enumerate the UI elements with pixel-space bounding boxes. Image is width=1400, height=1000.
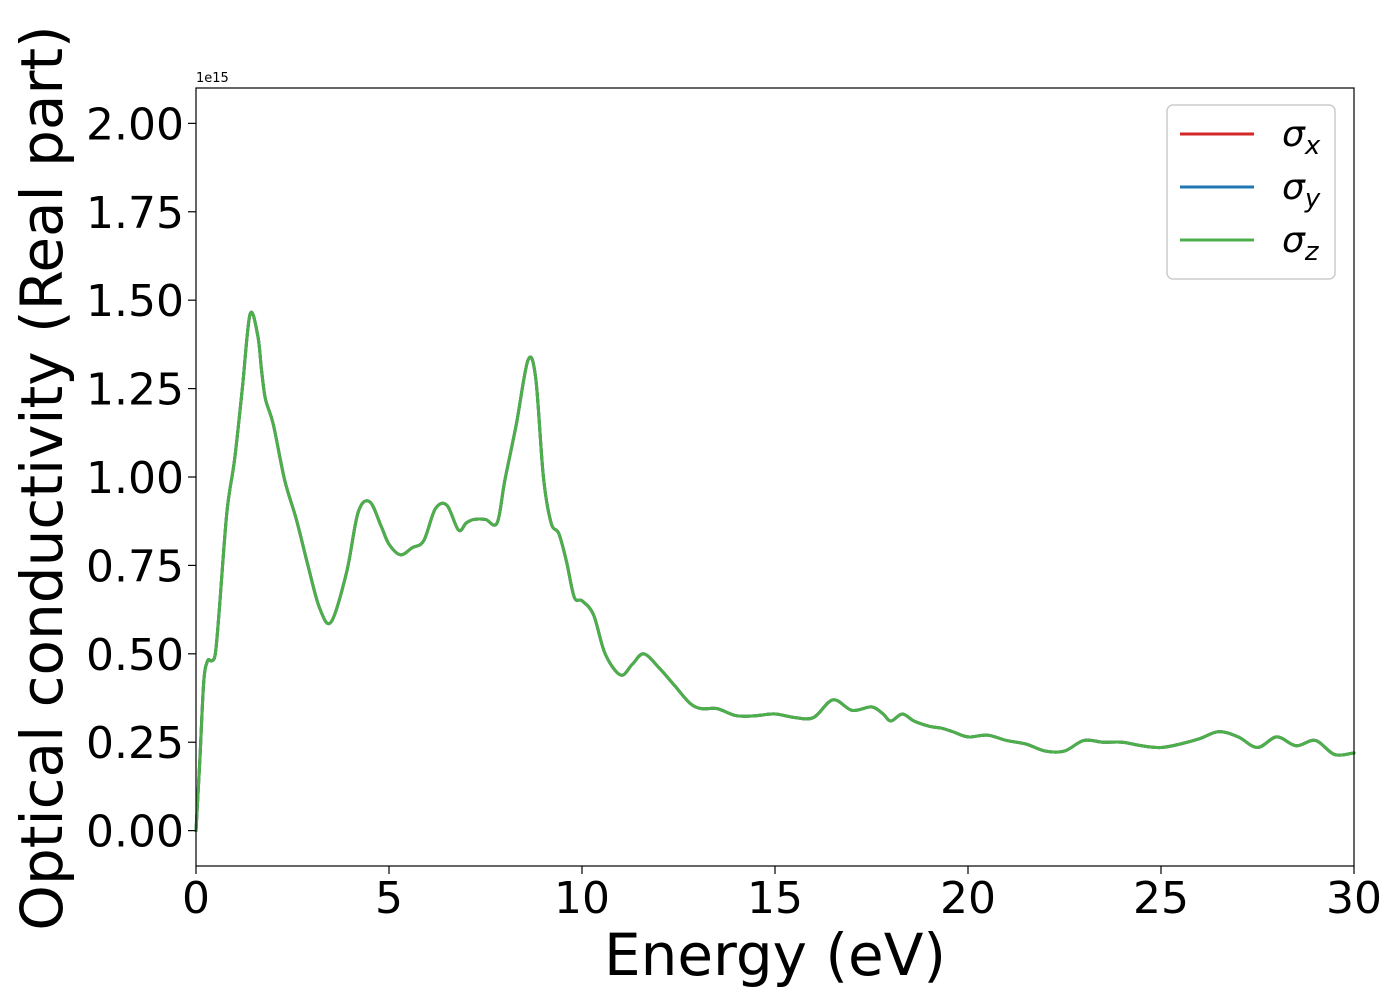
plot-area [196,88,1354,866]
legend-label: σx [1282,114,1321,161]
x-tick-label: 15 [747,873,803,924]
x-tick-label: 25 [1133,873,1189,924]
y-axis: 0.00 0.25 0.50 0.75 1.00 1.25 1.50 1.75 2.00 [86,99,196,858]
series-layer [194,310,1356,833]
y-tick-label: 1.75 [86,188,184,239]
x-tick-label: 5 [375,873,403,924]
y-tick-label: 2.00 [86,99,184,150]
axes-background [196,88,1354,866]
legend-label: σy [1282,167,1321,214]
legend-label: σz [1282,220,1320,267]
series-line-3 [194,310,1356,833]
y-tick-label: 0.25 [86,718,184,769]
y-tick-label: 1.00 [86,453,184,504]
x-tick-label: 20 [940,873,996,924]
x-axis-label: Energy (eV) [604,921,946,989]
x-tick-label: 30 [1326,873,1382,924]
x-tick-label: 0 [182,873,210,924]
x-tick-label: 10 [554,873,610,924]
y-tick-label: 1.50 [86,276,184,327]
y-axis-label: Optical conductivity (Real part) [8,25,76,930]
y-tick-label: 0.50 [86,630,184,681]
legend: σx σy σz [1166,104,1336,280]
y-offset-text: 1e15 [196,71,229,86]
x-axis: 0 5 10 15 20 25 30 [182,866,1382,924]
y-tick-label: 0.00 [86,807,184,858]
legend-frame [1166,104,1336,280]
y-tick-label: 0.75 [86,541,184,592]
y-tick-label: 1.25 [86,365,184,416]
